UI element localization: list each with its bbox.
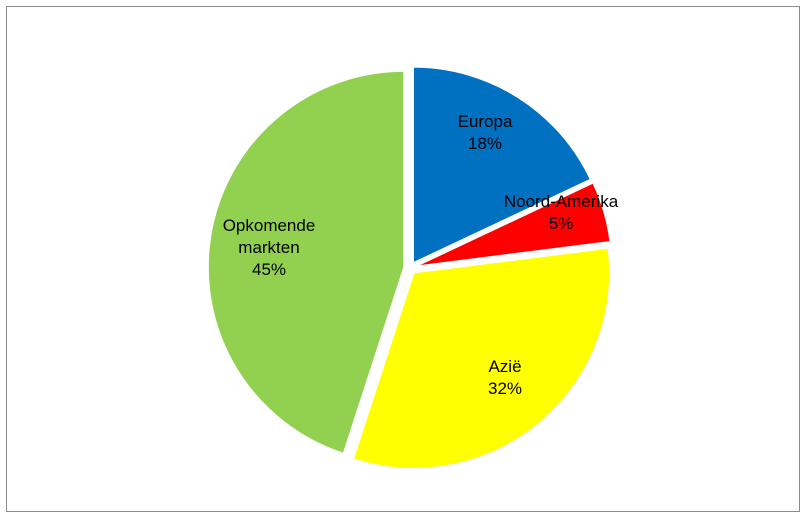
data-label-opkomende-markten: Opkomende markten 45% xyxy=(223,216,316,279)
data-label-noord-amerika: Noord-Amerika 5% xyxy=(504,192,619,233)
pie-slice-noord-amerika xyxy=(415,181,612,268)
pie-slice-opkomende-markten xyxy=(207,70,405,455)
pie-slice-azi- xyxy=(352,247,611,470)
data-label-azi-: Azië 32% xyxy=(488,357,522,398)
pie-slice-europa xyxy=(412,66,592,265)
data-label-europa: Europa 18% xyxy=(458,112,513,153)
